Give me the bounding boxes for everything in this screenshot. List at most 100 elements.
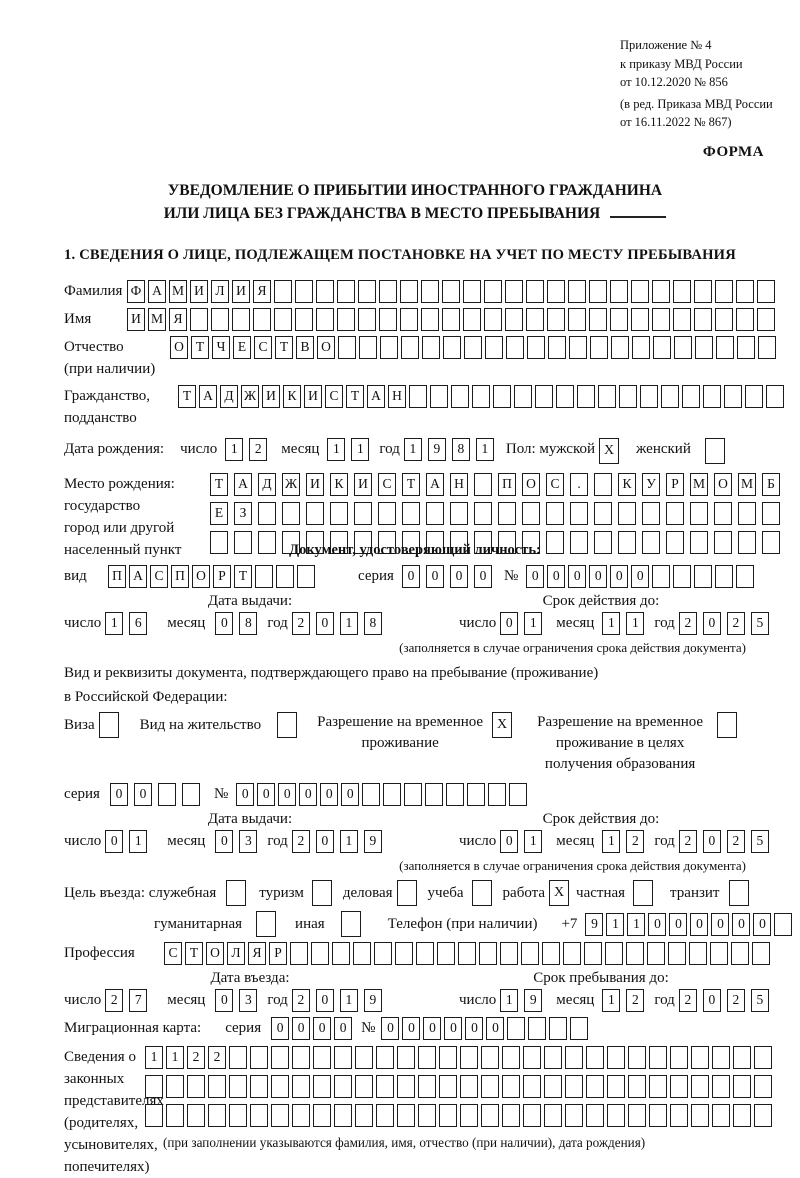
char-box[interactable]: 1 bbox=[524, 611, 543, 635]
char-box[interactable]: 0 bbox=[315, 988, 334, 1012]
char-box[interactable] bbox=[570, 530, 588, 554]
char-box[interactable] bbox=[673, 307, 691, 331]
char-box[interactable] bbox=[295, 279, 313, 303]
char-box[interactable]: Л bbox=[211, 279, 229, 303]
char-box[interactable] bbox=[226, 879, 247, 906]
char-box[interactable] bbox=[633, 879, 654, 906]
char-box[interactable]: К bbox=[283, 384, 301, 408]
char-box[interactable] bbox=[745, 384, 763, 408]
char-box[interactable]: П bbox=[108, 564, 126, 588]
char-box[interactable]: О bbox=[714, 472, 732, 496]
char-box[interactable] bbox=[418, 1103, 436, 1127]
char-box[interactable]: 0 bbox=[215, 829, 234, 853]
char-box[interactable] bbox=[523, 1045, 541, 1069]
char-box[interactable]: А bbox=[367, 384, 385, 408]
char-box[interactable] bbox=[502, 1045, 520, 1069]
char-box[interactable] bbox=[682, 384, 700, 408]
char-box[interactable]: Я bbox=[169, 307, 187, 331]
char-box[interactable] bbox=[774, 912, 793, 936]
char-box[interactable]: 1 bbox=[351, 437, 370, 461]
char-box[interactable]: М bbox=[148, 307, 166, 331]
char-box[interactable] bbox=[250, 1045, 268, 1069]
char-box[interactable] bbox=[710, 941, 728, 965]
char-box[interactable] bbox=[607, 1103, 625, 1127]
char-box[interactable] bbox=[282, 530, 300, 554]
char-box[interactable] bbox=[295, 307, 313, 331]
char-box[interactable]: И bbox=[262, 384, 280, 408]
char-box[interactable] bbox=[374, 941, 392, 965]
char-box[interactable] bbox=[605, 941, 623, 965]
char-box[interactable] bbox=[738, 530, 756, 554]
char-box[interactable] bbox=[426, 530, 444, 554]
char-box[interactable] bbox=[401, 335, 419, 359]
char-box[interactable]: 0 bbox=[465, 1016, 484, 1040]
char-box[interactable] bbox=[690, 501, 708, 525]
char-box[interactable] bbox=[166, 1103, 184, 1127]
char-box[interactable] bbox=[544, 1045, 562, 1069]
char-box[interactable] bbox=[729, 879, 750, 906]
char-box[interactable] bbox=[586, 1103, 604, 1127]
char-box[interactable] bbox=[757, 307, 775, 331]
char-box[interactable] bbox=[338, 335, 356, 359]
char-box[interactable] bbox=[712, 1074, 730, 1098]
char-box[interactable] bbox=[313, 1103, 331, 1127]
char-box[interactable] bbox=[766, 384, 784, 408]
char-box[interactable] bbox=[479, 941, 497, 965]
char-box[interactable]: 0 bbox=[648, 912, 667, 936]
char-box[interactable] bbox=[568, 279, 586, 303]
char-box[interactable] bbox=[316, 307, 334, 331]
char-box[interactable] bbox=[565, 1045, 583, 1069]
char-box[interactable]: С bbox=[164, 941, 182, 965]
char-box[interactable] bbox=[379, 307, 397, 331]
char-box[interactable]: 2 bbox=[726, 611, 745, 635]
char-box[interactable]: 3 bbox=[239, 988, 258, 1012]
char-box[interactable]: 5 bbox=[750, 988, 769, 1012]
char-box[interactable]: 5 bbox=[750, 829, 769, 853]
char-box[interactable]: 0 bbox=[486, 1016, 505, 1040]
char-box[interactable]: 0 bbox=[711, 912, 730, 936]
char-box[interactable]: С bbox=[325, 384, 343, 408]
char-box[interactable] bbox=[446, 782, 465, 806]
char-box[interactable] bbox=[271, 1045, 289, 1069]
char-box[interactable] bbox=[754, 1045, 772, 1069]
char-box[interactable] bbox=[404, 782, 423, 806]
char-box[interactable]: 0 bbox=[669, 912, 688, 936]
char-box[interactable] bbox=[691, 1045, 709, 1069]
char-box[interactable] bbox=[380, 335, 398, 359]
char-box[interactable] bbox=[631, 307, 649, 331]
char-box[interactable] bbox=[594, 472, 612, 496]
char-box[interactable] bbox=[549, 1016, 568, 1040]
char-box[interactable]: 2 bbox=[678, 829, 697, 853]
char-box[interactable] bbox=[418, 1074, 436, 1098]
char-box[interactable] bbox=[631, 279, 649, 303]
char-box[interactable] bbox=[443, 335, 461, 359]
char-box[interactable]: И bbox=[354, 472, 372, 496]
char-box[interactable] bbox=[733, 1045, 751, 1069]
char-box[interactable] bbox=[274, 279, 292, 303]
char-box[interactable] bbox=[649, 1103, 667, 1127]
char-box[interactable]: 1 bbox=[627, 912, 646, 936]
char-box[interactable] bbox=[714, 530, 732, 554]
char-box[interactable]: О bbox=[192, 564, 210, 588]
char-box[interactable] bbox=[535, 384, 553, 408]
char-box[interactable] bbox=[670, 1074, 688, 1098]
char-box[interactable] bbox=[402, 530, 420, 554]
char-box[interactable] bbox=[498, 501, 516, 525]
char-box[interactable] bbox=[208, 1103, 226, 1127]
char-box[interactable] bbox=[458, 941, 476, 965]
char-box[interactable]: 0 bbox=[215, 611, 234, 635]
char-box[interactable]: Д bbox=[220, 384, 238, 408]
char-box[interactable]: Е bbox=[210, 501, 228, 525]
char-box[interactable] bbox=[673, 279, 691, 303]
char-box[interactable]: 2 bbox=[678, 611, 697, 635]
char-box[interactable] bbox=[594, 530, 612, 554]
char-box[interactable] bbox=[451, 384, 469, 408]
char-box[interactable]: 1 bbox=[475, 437, 494, 461]
char-box[interactable] bbox=[547, 307, 565, 331]
char-box[interactable]: 9 bbox=[585, 912, 604, 936]
char-box[interactable]: 0 bbox=[299, 782, 318, 806]
char-box[interactable] bbox=[330, 501, 348, 525]
char-box[interactable] bbox=[505, 307, 523, 331]
char-box[interactable] bbox=[313, 1045, 331, 1069]
char-box[interactable] bbox=[450, 501, 468, 525]
